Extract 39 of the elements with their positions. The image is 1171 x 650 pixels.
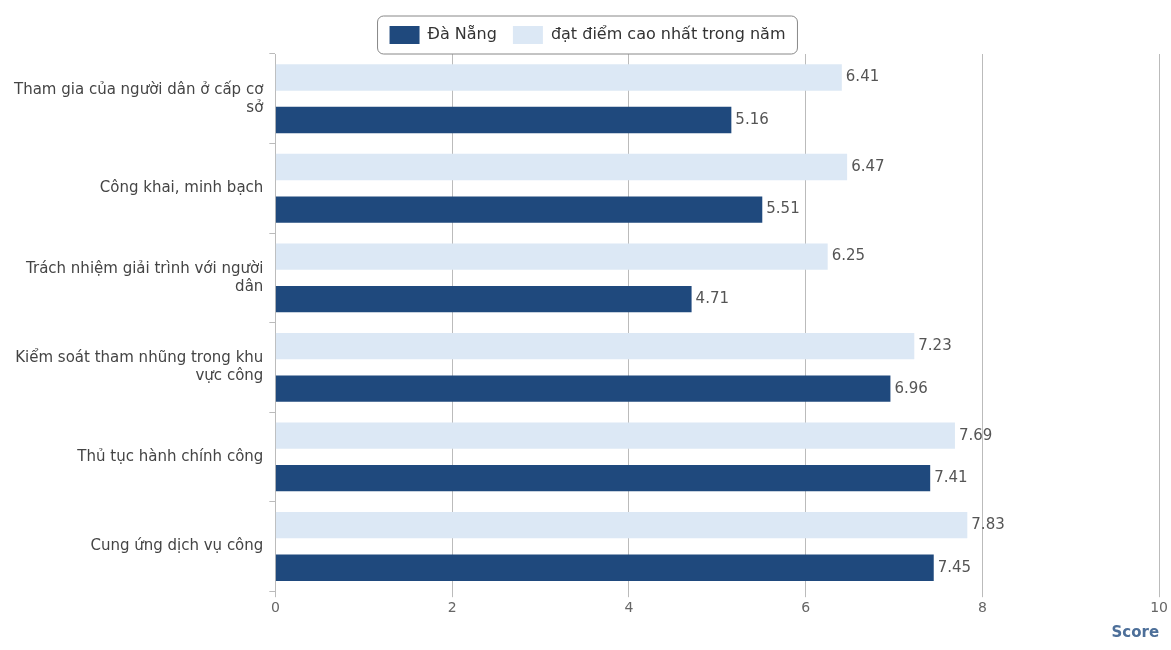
bar	[275, 243, 828, 270]
bar	[275, 106, 732, 134]
y-tick-label: Tham gia của người dân ở cấp cơ sở	[12, 79, 265, 116]
data-label: 7.41	[934, 468, 968, 487]
legend-label: Đà Nẵng	[427, 24, 497, 44]
bar	[275, 196, 763, 223]
bar	[275, 285, 692, 313]
bar	[275, 64, 842, 91]
data-label: 6.41	[845, 67, 880, 86]
bar	[275, 554, 934, 581]
y-tick-label: Trách nhiệm giải trình với người dân	[25, 258, 264, 295]
y-tick-label: Cung ứng dịch vụ công	[90, 536, 264, 555]
data-label: 7.69	[958, 425, 993, 444]
x-tick-label: 2	[447, 599, 457, 616]
bar	[275, 332, 915, 360]
data-label: 6.25	[831, 246, 866, 265]
bar	[275, 375, 891, 402]
data-label: 4.71	[695, 288, 729, 307]
data-label: 5.16	[735, 109, 769, 128]
x-tick-label: 6	[801, 599, 811, 616]
bar	[275, 153, 848, 181]
bar	[275, 422, 955, 449]
data-label: 5.51	[766, 199, 800, 218]
x-tick-label: 8	[977, 599, 987, 616]
x-axis-title: Score	[1111, 622, 1160, 641]
data-label: 7.23	[918, 335, 952, 354]
y-tick-label: Kiểm soát tham nhũng trong khu vực công	[15, 348, 264, 385]
data-label: 7.45	[937, 557, 972, 576]
data-label: 6.47	[851, 156, 885, 175]
x-tick-label: 0	[270, 599, 280, 616]
data-label: 6.96	[894, 378, 928, 397]
x-tick-label: 4	[624, 599, 634, 616]
data-label: 7.83	[971, 515, 1005, 534]
x-tick-label: 10	[1150, 599, 1169, 616]
bar	[275, 511, 968, 539]
bar	[275, 464, 931, 492]
y-tick-label: Thủ tục hành chính công	[76, 446, 264, 465]
y-tick-label: Công khai, minh bạch	[99, 178, 264, 197]
legend-label: đạt điểm cao nhất trong năm	[550, 24, 786, 44]
